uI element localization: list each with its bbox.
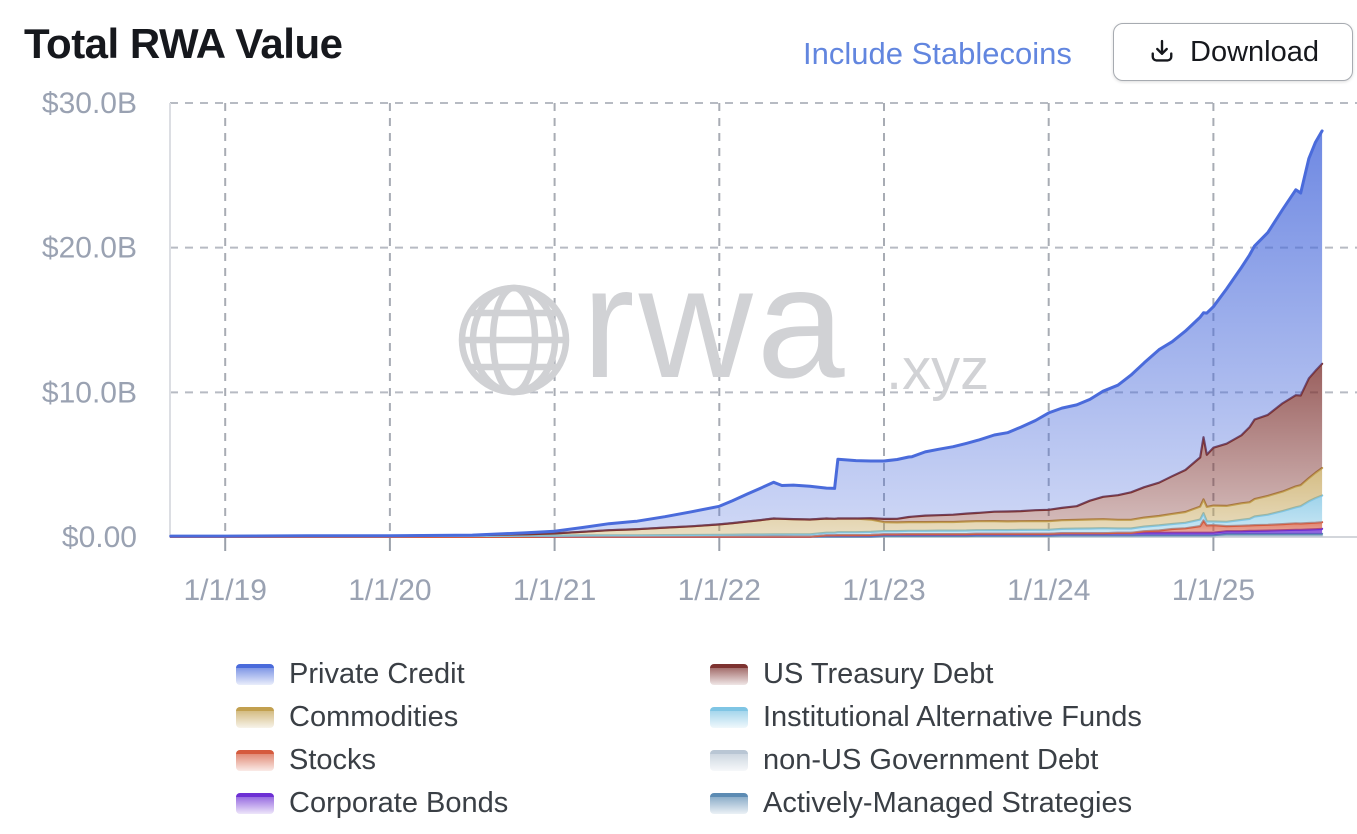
y-tick-label: $0.00 <box>62 521 137 554</box>
legend-item-actively_managed[interactable]: Actively-Managed Strategies <box>710 786 1142 820</box>
legend-label: Commodities <box>289 700 459 733</box>
legend-swatch-icon <box>710 706 748 728</box>
legend-swatch-icon <box>236 792 274 814</box>
legend-item-stocks[interactable]: Stocks <box>236 743 710 777</box>
x-tick-label: 1/1/23 <box>842 574 925 607</box>
legend-item-commodities[interactable]: Commodities <box>236 700 710 734</box>
legend-label: Stocks <box>289 743 377 776</box>
page-title: Total RWA Value <box>24 20 343 67</box>
legend-swatch-icon <box>710 663 748 685</box>
legend-swatch-icon <box>236 706 274 728</box>
include-stablecoins-toggle[interactable]: Include Stablecoins <box>803 36 1072 71</box>
legend-item-corporate_bonds[interactable]: Corporate Bonds <box>236 786 710 820</box>
rwa-xyz-watermark: rwa .xyz <box>458 235 989 411</box>
watermark-tld: .xyz <box>886 337 989 402</box>
x-tick-label: 1/1/24 <box>1007 574 1090 607</box>
watermark-brand: rwa <box>582 235 849 411</box>
x-tick-label: 1/1/25 <box>1172 574 1255 607</box>
legend-label: Actively-Managed Strategies <box>763 786 1133 819</box>
legend-item-non_us_gov[interactable]: non-US Government Debt <box>710 743 1142 777</box>
y-tick-label: $10.0B <box>42 376 137 409</box>
y-tick-label: $20.0B <box>42 232 137 265</box>
x-tick-label: 1/1/21 <box>513 574 596 607</box>
chart-axis-labels: $0.00 $10.0B $20.0B $30.0B 1/1/19 1/1/20 1/1/2… <box>42 87 1255 607</box>
chart-area-series <box>169 129 1324 538</box>
legend-item-private_credit[interactable]: Private Credit <box>236 657 710 691</box>
legend-swatch-icon <box>236 749 274 771</box>
legend-item-inst_alt_funds[interactable]: Institutional Alternative Funds <box>710 700 1142 734</box>
download-button[interactable]: Download <box>1113 23 1353 81</box>
legend-label: Private Credit <box>289 657 465 690</box>
legend-swatch-icon <box>710 749 748 771</box>
x-tick-label: 1/1/22 <box>678 574 761 607</box>
legend-label: US Treasury Debt <box>763 657 994 690</box>
y-tick-label: $30.0B <box>42 87 137 120</box>
x-tick-label: 1/1/20 <box>348 574 431 607</box>
legend-item-us_treasury[interactable]: US Treasury Debt <box>710 657 1142 691</box>
line-private_credit <box>169 129 1324 538</box>
legend-swatch-icon <box>710 792 748 814</box>
legend-label: Corporate Bonds <box>289 786 509 819</box>
download-icon <box>1151 39 1173 62</box>
download-button-label: Download <box>1190 35 1319 68</box>
legend-swatch-icon <box>236 663 274 685</box>
legend-column-left: Private Credit Commodities Stocks Corporate… <box>236 657 710 820</box>
x-tick-label: 1/1/19 <box>183 574 266 607</box>
legend-label: Institutional Alternative Funds <box>763 700 1142 733</box>
globe-icon <box>458 284 570 396</box>
legend-column-right: US Treasury Debt Institutional Alternativ… <box>710 657 1142 820</box>
area-private_credit <box>170 130 1323 537</box>
chart-legend: Private Credit Commodities Stocks Corporate… <box>236 657 1142 820</box>
legend-label: non-US Government Debt <box>763 743 1099 776</box>
